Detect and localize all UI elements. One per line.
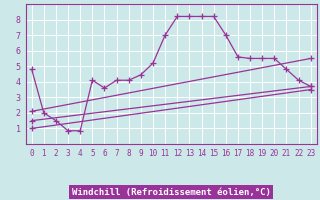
Text: Windchill (Refroidissement éolien,°C): Windchill (Refroidissement éolien,°C) bbox=[72, 188, 271, 196]
